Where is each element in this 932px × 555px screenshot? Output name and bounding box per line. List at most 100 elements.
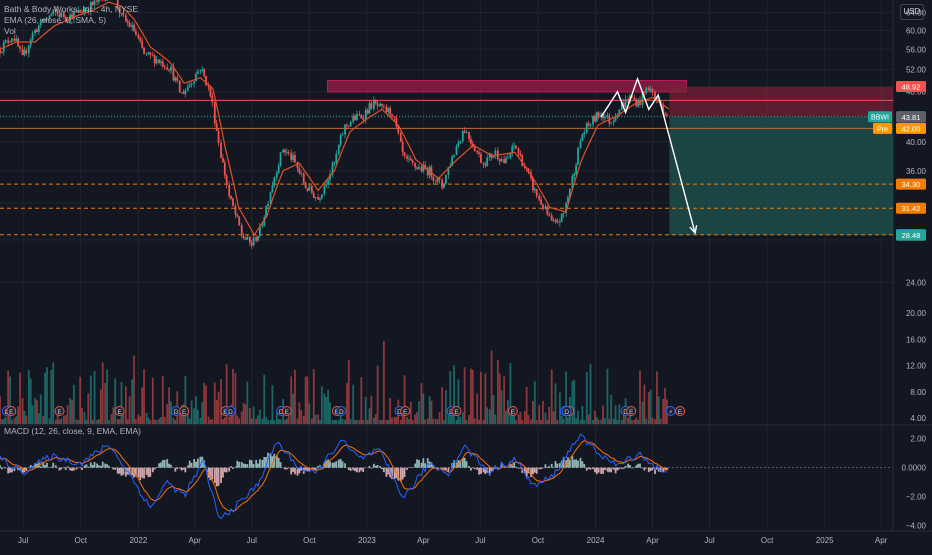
macd-histogram-bar xyxy=(288,468,290,469)
candle-body xyxy=(148,52,150,53)
candle-body xyxy=(580,141,582,148)
candle-body xyxy=(505,158,507,163)
macd-histogram-bar xyxy=(478,468,480,475)
candle-body xyxy=(139,38,141,41)
candle-body xyxy=(590,125,592,126)
macd-histogram-bar xyxy=(480,468,482,474)
volume-bar xyxy=(553,411,555,424)
candle-body xyxy=(377,103,379,106)
candle-body xyxy=(561,214,563,222)
time-axis-tick-label: Apr xyxy=(875,536,888,545)
volume-bar xyxy=(607,369,609,424)
macd-histogram-bar xyxy=(519,468,521,469)
candle-body xyxy=(478,153,480,154)
candle-body xyxy=(412,160,414,162)
volume-bar xyxy=(631,420,633,424)
macd-histogram-bar xyxy=(84,465,86,467)
candle-body xyxy=(486,158,488,166)
macd-histogram-bar xyxy=(377,465,379,468)
macd-line xyxy=(0,434,667,519)
volume-bar xyxy=(278,419,280,424)
candle-body xyxy=(480,154,482,163)
volume-bar xyxy=(404,375,406,424)
candle-body xyxy=(238,216,240,225)
volume-bar xyxy=(394,417,396,424)
candle-body xyxy=(9,42,11,43)
macd-histogram-bar xyxy=(94,462,96,468)
macd-axis-tick-label: −4.00 xyxy=(906,522,927,531)
volume-bar xyxy=(203,383,205,424)
ema-legend[interactable]: EMA (26, close, 0, SMA, 5) xyxy=(4,15,106,26)
event-marker-label: E xyxy=(454,409,459,416)
candle-body xyxy=(538,196,540,199)
volume-bar xyxy=(253,406,255,424)
volume-bar xyxy=(30,378,32,424)
event-marker-label: E xyxy=(9,409,14,416)
currency-button[interactable]: USD xyxy=(900,4,924,20)
volume-bar xyxy=(613,419,615,424)
volume-bar xyxy=(342,419,344,424)
volume-bar xyxy=(108,420,110,424)
candle-body xyxy=(545,207,547,209)
macd-histogram-bar xyxy=(1,468,3,470)
volume-bar xyxy=(658,396,660,424)
candle-body xyxy=(228,185,230,196)
candle-body xyxy=(131,25,133,28)
macd-histogram-bar xyxy=(211,468,213,480)
volume-bar xyxy=(117,419,119,424)
macd-histogram-bar xyxy=(238,462,240,468)
volume-bar xyxy=(429,396,431,424)
macd-histogram-bar xyxy=(424,463,426,467)
macd-histogram-bar xyxy=(9,468,11,473)
candle-body xyxy=(540,199,542,204)
macd-histogram-bar xyxy=(214,468,216,483)
volume-legend[interactable]: Vol xyxy=(4,26,16,37)
candle-body xyxy=(542,204,544,208)
volume-bar xyxy=(1,419,3,424)
event-marker: E xyxy=(508,407,517,417)
volume-bar xyxy=(298,402,300,424)
macd-legend[interactable]: MACD (12, 26, close, 9, EMA, EMA) xyxy=(4,426,141,437)
volume-bar xyxy=(656,371,658,424)
macd-histogram-bar xyxy=(112,468,114,470)
macd-histogram-bar xyxy=(184,468,186,473)
candle-body xyxy=(577,148,579,165)
macd-histogram-bar xyxy=(600,468,602,474)
volume-bar xyxy=(139,416,141,424)
volume-bar xyxy=(3,419,5,424)
price-label-text: 42.00 xyxy=(902,124,921,133)
macd-histogram-bar xyxy=(121,468,123,476)
macd-histogram-bar xyxy=(607,468,609,472)
candle-body xyxy=(400,133,402,142)
event-marker: E xyxy=(115,407,124,417)
volume-bar xyxy=(497,360,499,424)
candle-body xyxy=(149,52,151,55)
volume-bar xyxy=(297,419,299,424)
macd-histogram-bar xyxy=(230,466,232,468)
candle-body xyxy=(164,66,166,67)
candle-body xyxy=(518,148,520,153)
volume-bar xyxy=(319,420,321,424)
volume-bar xyxy=(350,419,352,424)
macd-histogram-bar xyxy=(402,468,404,480)
time-axis-tick-label: Oct xyxy=(532,536,545,545)
candle-body xyxy=(235,206,237,215)
volume-bar xyxy=(356,420,358,424)
symbol-legend[interactable]: Bath & Body Works, Inc., 4h, NYSE xyxy=(4,4,138,15)
candle-body xyxy=(457,143,459,146)
volume-bar xyxy=(238,418,240,424)
time-axis-tick-label: Jul xyxy=(247,536,257,545)
time-axis-tick-label: 2023 xyxy=(358,536,376,545)
candle-body xyxy=(22,49,24,55)
macd-axis-tick-label: 0.0000 xyxy=(902,464,927,473)
volume-bar xyxy=(381,420,383,424)
volume-bar xyxy=(241,411,243,424)
candle-body xyxy=(652,89,654,92)
candle-body xyxy=(375,100,377,103)
macd-histogram-bar xyxy=(590,468,592,470)
macd-histogram-bar xyxy=(286,468,288,470)
candle-body xyxy=(216,123,218,130)
volume-bar xyxy=(92,420,94,424)
